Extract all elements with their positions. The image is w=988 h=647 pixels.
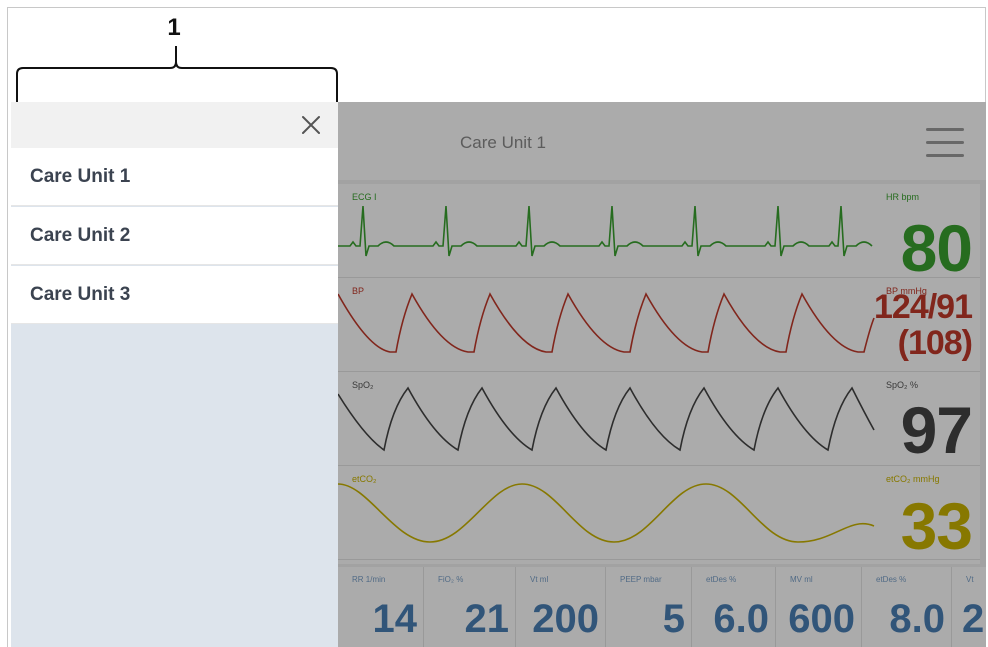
hr-value: 80 <box>900 211 973 285</box>
waveform-row-spo2: SpO₂ SpO₂ % 97 <box>338 372 980 467</box>
sidebar-item-care-unit-2[interactable]: Care Unit 2 <box>11 207 338 265</box>
param-tile-label: RR 1/min <box>352 575 386 584</box>
bp-mean-value: (108) <box>897 324 973 362</box>
sidebar-item-care-unit-1[interactable]: Care Unit 1 <box>11 148 338 206</box>
param-tile-value: 21 <box>464 597 510 641</box>
param-label: HR bpm <box>886 192 920 202</box>
waveform-label: BP <box>352 286 365 296</box>
close-icon[interactable] <box>300 114 322 136</box>
param-tile-label: MV ml <box>790 575 813 584</box>
param-tile: FiO₂ % 21 <box>424 567 516 647</box>
param-tile: MV ml 600 <box>776 567 862 647</box>
param-tile: PEEP mbar 5 <box>606 567 692 647</box>
callout-number: 1 <box>167 14 181 41</box>
param-label: etCO₂ mmHg <box>886 474 940 484</box>
param-tile-label: etDes % <box>706 575 737 584</box>
param-tile: Vt 2 <box>952 567 986 647</box>
param-tile-label: Vt ml <box>530 575 549 584</box>
waveform-label: etCO₂ <box>352 474 377 484</box>
bp-value: 124/91 <box>874 288 973 326</box>
sidebar-item-label: Care Unit 2 <box>30 225 131 246</box>
waveform-label: SpO₂ <box>352 380 374 390</box>
sidebar-item-label: Care Unit 1 <box>30 166 131 187</box>
param-tile-value: 6.0 <box>713 597 769 641</box>
param-label: BP mmHg <box>886 286 927 296</box>
waveform-row-ecg: ECG I HR bpm 80 <box>338 184 980 285</box>
waveform-label: ECG I <box>352 192 377 202</box>
bp-waveform <box>338 292 875 353</box>
param-tile-value: 14 <box>372 597 418 641</box>
modal-backdrop[interactable] <box>338 102 986 647</box>
param-tile: Vt ml 200 <box>516 567 606 647</box>
waveform-row-bp: BP BP mmHg 124/91 (108) <box>338 278 980 372</box>
patient-monitor: Care Unit 1 ECG I HR bpm 80 BP BP mmHg 1… <box>338 102 986 647</box>
waveform-row-etco2: etCO₂ etCO₂ mmHg 33 <box>338 466 980 563</box>
param-tile-value: 600 <box>788 597 855 641</box>
param-tile: RR 1/min 14 <box>338 567 424 647</box>
param-tile-value: 5 <box>662 597 685 641</box>
monitor-header: Care Unit 1 <box>338 102 986 180</box>
param-tile-value: 2 <box>962 597 985 641</box>
callout-bracket <box>16 46 338 103</box>
param-tile-label: PEEP mbar <box>620 575 662 584</box>
param-label: SpO₂ % <box>886 380 919 390</box>
ecg-waveform <box>338 205 873 257</box>
waveform-area: ECG I HR bpm 80 BP BP mmHg 124/91 (108) … <box>338 184 980 564</box>
care-unit-sidebar: Care Unit 1 Care Unit 2 Care Unit 3 <box>11 102 338 647</box>
spo2-waveform <box>338 386 875 452</box>
param-tile: etDes % 6.0 <box>692 567 776 647</box>
etco2-waveform <box>338 483 875 543</box>
sidebar-header <box>11 102 338 148</box>
spo2-value: 97 <box>900 393 973 467</box>
hamburger-menu-icon[interactable] <box>926 128 964 167</box>
parameter-strip: RR 1/min 14 FiO₂ % 21 Vt ml 200 PEEP mba… <box>338 567 986 647</box>
etco2-value: 33 <box>900 489 973 563</box>
param-tile-value: 200 <box>532 597 599 641</box>
sidebar-item-care-unit-3[interactable]: Care Unit 3 <box>11 266 338 324</box>
param-tile-label: etDes % <box>876 575 907 584</box>
sidebar-item-label: Care Unit 3 <box>30 284 131 305</box>
param-tile-label: FiO₂ % <box>438 575 464 584</box>
param-tile: etDes % 8.0 <box>862 567 952 647</box>
param-tile-label: Vt <box>966 575 974 584</box>
param-tile-value: 8.0 <box>889 597 945 641</box>
monitor-title: Care Unit 1 <box>460 133 546 152</box>
